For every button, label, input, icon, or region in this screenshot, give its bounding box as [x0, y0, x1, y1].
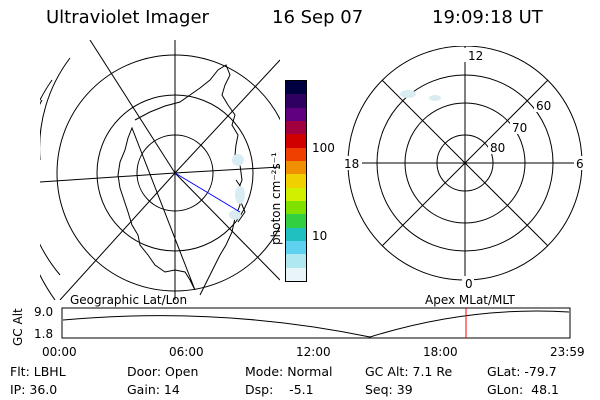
instrument-title: Ultraviolet Imager	[46, 7, 209, 28]
right-map-label: Apex MLat/MLT	[425, 293, 515, 307]
mlt-label-18: 18	[344, 157, 359, 171]
colorbar-band	[286, 81, 306, 95]
colorbar-unit-label: photon cm⁻²s⁻¹	[269, 152, 283, 245]
mlt-label-0: 0	[465, 277, 473, 291]
info-gain: Gain: 14	[127, 382, 180, 397]
alt-axis-label: GC Alt	[11, 308, 25, 346]
colorbar-band	[286, 187, 306, 201]
colorbar-band	[286, 160, 306, 175]
x-tick-1800: 18:00	[423, 345, 458, 359]
x-tick-2359: 23:59	[550, 345, 585, 359]
info-seq: Seq: 39	[365, 382, 413, 397]
mlt-label-6: 6	[576, 157, 584, 171]
date-label: 16 Sep 07	[272, 7, 364, 28]
time-label: 19:09:18 UT	[432, 7, 543, 28]
x-tick-0600: 06:00	[169, 345, 204, 359]
info-ip: IP: 36.0	[10, 382, 58, 397]
colorbar-band	[286, 214, 306, 228]
colorbar-band	[286, 200, 306, 215]
info-filter: Flt: LBHL	[10, 364, 66, 379]
colorbar-band	[286, 174, 306, 188]
colorbar-band	[286, 227, 306, 241]
info-dsp: Dsp: -5.1	[245, 382, 314, 397]
alt-tick-9: 9.0	[34, 305, 53, 319]
x-tick-1200: 12:00	[296, 345, 331, 359]
mlt-label-12: 12	[468, 49, 483, 63]
geographic-map	[40, 40, 280, 300]
mlat-label-70: 70	[512, 121, 527, 135]
left-map-label: Geographic Lat/Lon	[70, 293, 188, 307]
colorbar-band	[286, 120, 306, 135]
info-mode: Mode: Normal	[245, 364, 333, 379]
x-tick-0000: 00:00	[42, 345, 77, 359]
colorbar-unit-text: photon cm⁻²s⁻¹	[269, 152, 283, 245]
mlat-label-80: 80	[490, 141, 505, 155]
colorbar-band	[286, 254, 306, 268]
colorbar-band	[286, 147, 306, 161]
colorbar-band	[286, 240, 306, 255]
info-glat: GLat: -79.7	[487, 364, 557, 379]
info-glon: GLon: 48.1	[487, 382, 559, 397]
colorbar-band	[286, 267, 306, 281]
color-scale-bar	[285, 80, 307, 282]
mlat-label-60: 60	[536, 99, 551, 113]
colorbar-band	[286, 107, 306, 121]
alt-tick-1-8: 1.8	[34, 327, 53, 341]
colorbar-tick-10: 10	[312, 229, 328, 243]
info-gc-alt: GC Alt: 7.1 Re	[365, 364, 453, 379]
magnetic-polar-plot: 12 18 6 0 60 70 80	[340, 46, 586, 291]
info-door: Door: Open	[127, 364, 199, 379]
altitude-timeline: 9.0 1.8 GC Alt 00:00 06:00 12:00 18:00 2…	[11, 305, 585, 359]
colorbar-band	[286, 134, 306, 148]
colorbar-tick-100: 100	[312, 141, 335, 155]
colorbar-band	[286, 94, 306, 108]
